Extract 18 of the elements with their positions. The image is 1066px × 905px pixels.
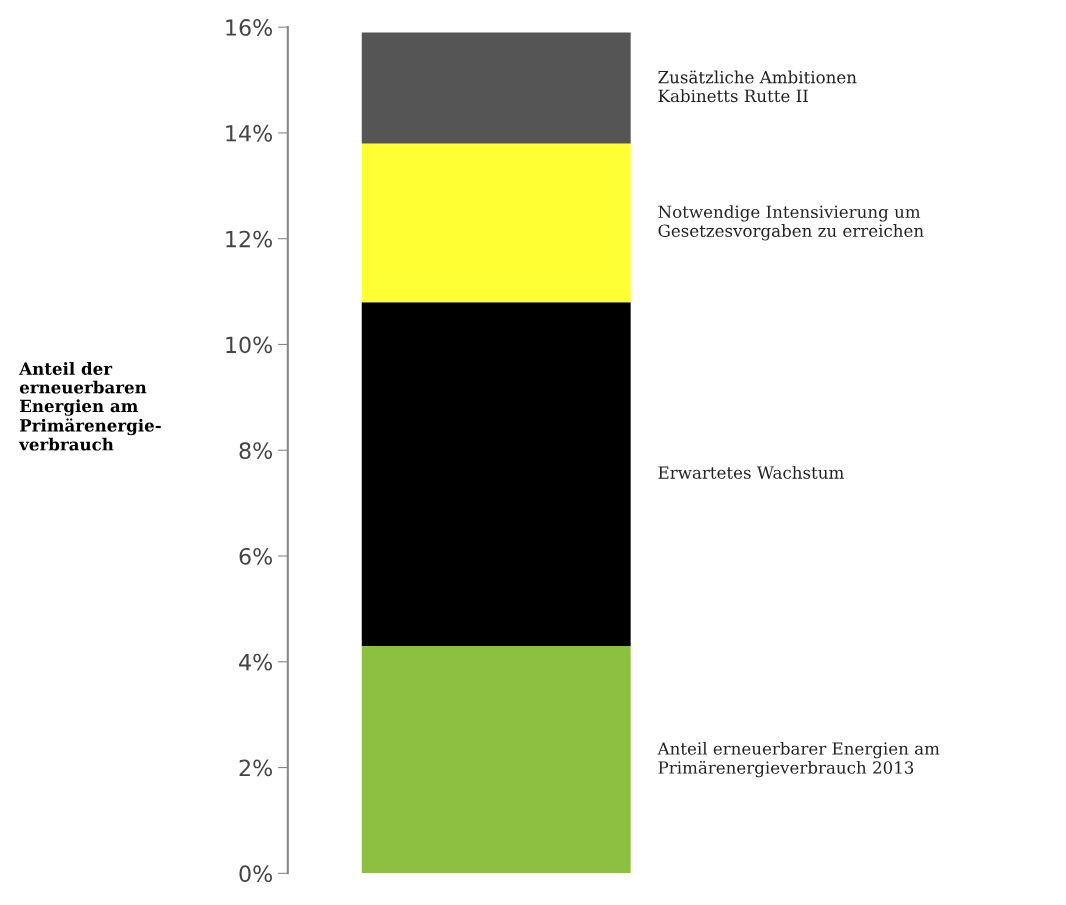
y-tick-label: 2% <box>239 759 273 777</box>
y-tick-label: 0% <box>239 865 273 883</box>
y-tick-label: 8% <box>239 442 273 459</box>
y-tick-label: 14% <box>226 124 273 142</box>
bar <box>361 302 631 646</box>
y-tick-label: 16% <box>226 19 273 36</box>
series-label: Erwartetes Wachstum <box>658 465 844 479</box>
y-tick-label: 12% <box>226 230 273 248</box>
y-tick-label: 10% <box>226 336 273 354</box>
bar <box>361 143 631 303</box>
bar <box>361 32 631 144</box>
bar <box>361 645 631 874</box>
series-label: Zusätzliche Ambitionen Kabinetts Rutte II <box>658 70 857 103</box>
y-tick-label: 6% <box>239 547 273 565</box>
series-label: Anteil erneuerbarer Energien am Primärenergieverbrauch 2013 <box>657 741 940 778</box>
y-axis-title: Anteil der erneuerbaren Energien am Primärenergie- verbrauch <box>18 362 161 451</box>
series-label: Notwendige Intensivierung um Gesetzesvorgaben zu erreichen <box>658 205 924 241</box>
y-tick-label: 4% <box>239 653 273 671</box>
